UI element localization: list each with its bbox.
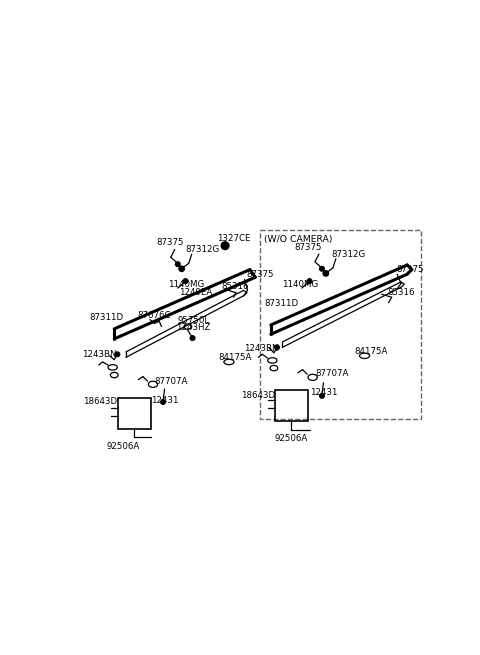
Bar [276,390,308,421]
Text: 1140MG: 1140MG [168,280,205,290]
Bar [260,231,421,419]
Text: 92506A: 92506A [275,434,308,443]
Circle shape [183,279,188,284]
Text: 1249EA: 1249EA [180,288,213,297]
Text: 85316: 85316 [387,288,415,297]
Text: (W/O CAMERA): (W/O CAMERA) [264,235,332,244]
Text: 87311D: 87311D [264,299,299,308]
Text: 18643D: 18643D [241,391,276,400]
Circle shape [275,345,279,350]
Circle shape [115,352,120,356]
Text: 12431: 12431 [310,388,337,398]
Circle shape [190,336,195,341]
Circle shape [320,267,324,271]
Text: 18643D: 18643D [83,398,118,407]
Text: 85316: 85316 [221,282,249,291]
Text: 87312G: 87312G [186,245,220,254]
Text: 1243BN: 1243BN [244,344,278,352]
Circle shape [161,400,166,404]
Text: 12431: 12431 [152,396,179,405]
Text: 87707A: 87707A [155,377,188,386]
Text: 1140MG: 1140MG [282,280,318,290]
Circle shape [323,271,328,276]
Text: 1243BN: 1243BN [82,350,116,359]
Text: 87311D: 87311D [89,313,123,322]
Text: 84175A: 84175A [218,353,252,362]
Circle shape [176,262,180,267]
Circle shape [307,279,312,284]
Text: 1327CE: 1327CE [216,234,250,243]
Text: 92506A: 92506A [107,442,140,451]
Text: 87707A: 87707A [316,369,349,378]
Text: 95750L: 95750L [178,316,210,325]
Text: 1243HZ: 1243HZ [176,323,211,332]
Text: 87312G: 87312G [331,250,365,259]
Bar [118,398,151,429]
Text: 87375: 87375 [294,244,322,252]
Circle shape [221,242,229,250]
Circle shape [179,266,184,271]
Text: 87375: 87375 [246,271,274,280]
Text: 87375: 87375 [156,238,184,247]
Text: 87375: 87375 [396,265,424,274]
Circle shape [320,394,324,398]
Text: 87676C: 87676C [137,311,171,320]
Text: 84175A: 84175A [355,347,388,356]
